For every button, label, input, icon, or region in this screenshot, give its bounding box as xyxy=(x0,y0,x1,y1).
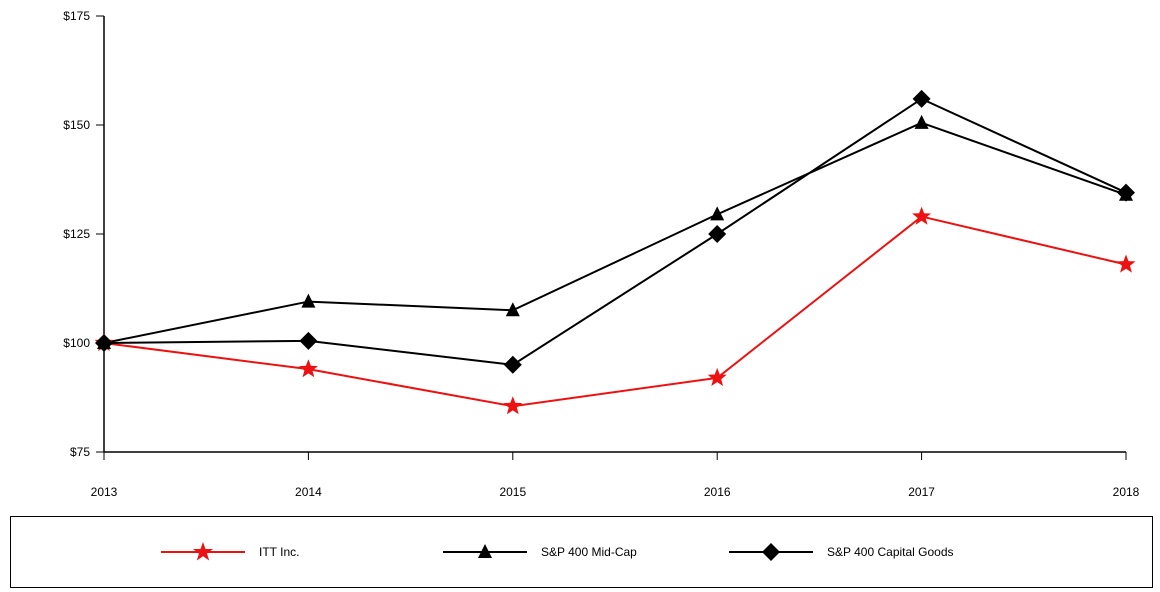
data-point-triangle xyxy=(301,293,316,308)
x-tick-label: 2014 xyxy=(295,485,322,499)
legend-label-itt: ITT Inc. xyxy=(259,545,300,559)
data-point-star xyxy=(503,396,523,415)
data-point-diamond xyxy=(503,355,522,374)
legend-diamond-marker xyxy=(729,543,813,561)
x-tick-label: 2015 xyxy=(499,485,526,499)
x-tick-label: 2013 xyxy=(91,485,118,499)
data-point-diamond xyxy=(912,89,931,108)
series-line-0 xyxy=(103,215,1127,408)
data-point-diamond xyxy=(708,225,727,243)
data-point-star xyxy=(912,206,932,225)
legend-label-capital-goods: S&P 400 Capital Goods xyxy=(827,545,954,559)
data-point-star xyxy=(298,359,318,378)
legend-star-marker xyxy=(161,542,245,561)
data-point-triangle xyxy=(914,114,929,129)
data-point-triangle xyxy=(505,302,520,317)
data-point-star xyxy=(1116,254,1136,273)
series-line-1 xyxy=(103,121,1127,344)
line-chart: $75 $100 $125 $150 $175 2013 2014 2015 2016 2017 2… xyxy=(63,9,1140,499)
y-tick-label: $175 xyxy=(63,9,90,23)
y-tick-label: $100 xyxy=(63,336,90,350)
legend-item-itt: ITT Inc. xyxy=(161,541,299,563)
data-point-triangle xyxy=(710,206,725,221)
legend-label-midcap: S&P 400 Mid-Cap xyxy=(541,545,637,559)
data-point-star xyxy=(707,367,727,386)
chart-legend: ITT Inc. S&P 400 Mid-Cap S&P 400 Capital… xyxy=(10,516,1153,588)
data-point-diamond xyxy=(299,331,318,350)
data-point-diamond xyxy=(1117,183,1135,202)
data-point-diamond xyxy=(95,334,113,352)
x-tick-label: 2018 xyxy=(1113,485,1140,499)
x-tick-label: 2016 xyxy=(704,485,731,499)
legend-triangle-marker xyxy=(443,544,527,558)
legend-item-midcap: S&P 400 Mid-Cap xyxy=(443,541,637,563)
legend-item-capital-goods: S&P 400 Capital Goods xyxy=(729,541,954,563)
y-tick-label: $125 xyxy=(63,227,90,241)
y-tick-label: $150 xyxy=(63,118,90,132)
x-tick-label: 2017 xyxy=(908,485,935,499)
series-line-2 xyxy=(103,97,1127,366)
y-tick-label: $75 xyxy=(70,445,90,459)
